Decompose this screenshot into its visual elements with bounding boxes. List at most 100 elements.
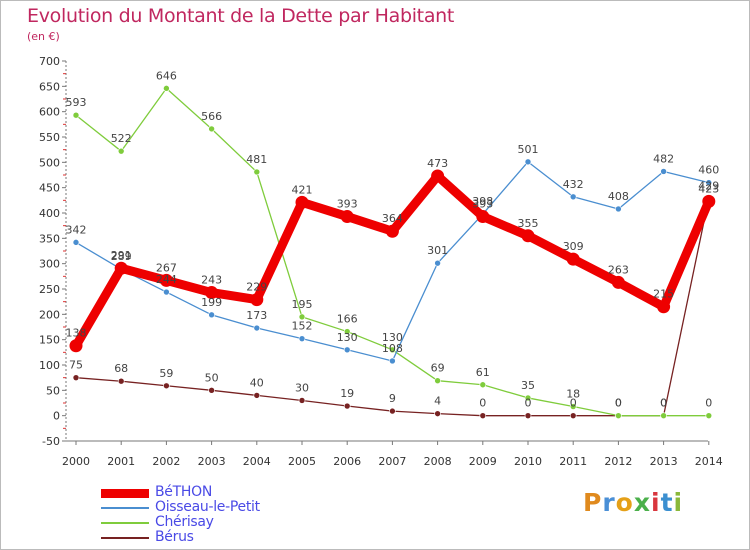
data-point — [343, 328, 351, 335]
y-tick-label: 400 — [39, 207, 60, 220]
data-label: 0 — [525, 397, 532, 410]
x-tick-label: 2003 — [198, 455, 226, 468]
legend-label: Bérus — [155, 529, 194, 545]
data-point — [521, 229, 535, 243]
data-point — [298, 335, 306, 342]
data-label: 35 — [521, 379, 535, 392]
data-point — [253, 392, 261, 399]
data-point — [205, 286, 219, 300]
data-label: 173 — [246, 309, 267, 322]
data-point — [163, 382, 170, 390]
data-label: 291 — [111, 249, 132, 262]
line-chart: -500501001502002503003504004505005506006… — [39, 55, 723, 468]
data-label: 566 — [201, 110, 222, 123]
data-label: 481 — [246, 153, 267, 166]
data-point — [389, 346, 396, 354]
data-label: 199 — [201, 296, 222, 309]
legend-item: Oisseau-le-Petit — [101, 499, 401, 515]
data-point — [566, 252, 580, 266]
data-point — [524, 158, 532, 166]
data-label: 408 — [608, 190, 629, 203]
data-label: 301 — [427, 244, 448, 257]
data-point — [389, 407, 396, 415]
data-label: 522 — [111, 132, 132, 145]
y-tick-label: 700 — [39, 55, 60, 68]
data-point — [434, 410, 441, 417]
data-point — [163, 288, 170, 296]
y-tick-label: 350 — [39, 232, 60, 245]
data-label: 18 — [566, 388, 580, 401]
data-label: 646 — [156, 69, 177, 82]
data-label: 398 — [472, 195, 493, 208]
data-label: 263 — [608, 263, 629, 276]
y-tick-label: 0 — [53, 410, 60, 423]
data-label: 40 — [250, 376, 264, 389]
data-label: 30 — [295, 381, 309, 394]
x-tick-label: 2011 — [559, 455, 587, 468]
data-point — [524, 394, 532, 402]
data-point — [660, 412, 667, 419]
data-point — [253, 168, 261, 176]
data-label: 130 — [382, 331, 403, 344]
y-tick-label: 250 — [39, 283, 60, 296]
data-point — [159, 273, 173, 287]
data-label: 482 — [653, 152, 674, 165]
data-label: 69 — [431, 362, 445, 375]
x-tick-label: 2007 — [378, 455, 406, 468]
data-point — [72, 239, 80, 246]
data-point — [431, 169, 445, 183]
data-point — [569, 403, 577, 410]
chart-subtitle: (en €) — [27, 30, 60, 43]
data-label: 166 — [337, 313, 358, 326]
data-label: 0 — [615, 397, 622, 410]
data-point — [611, 275, 625, 289]
legend-label: Oisseau-le-Petit — [155, 499, 260, 515]
data-point — [208, 387, 215, 394]
data-label: 19 — [340, 387, 354, 400]
data-point — [702, 194, 716, 208]
data-point — [615, 412, 622, 419]
data-label: 195 — [292, 298, 313, 311]
data-point — [114, 261, 128, 275]
x-tick-label: 2014 — [695, 455, 723, 468]
legend-label: Chérisay — [155, 514, 214, 530]
data-point — [69, 339, 83, 353]
data-label: 0 — [660, 397, 667, 410]
x-tick-label: 2006 — [333, 455, 361, 468]
data-labels-layer: 1382912672432294213933644733933553092632… — [66, 69, 720, 409]
data-label: 0 — [570, 397, 577, 410]
x-tick-label: 2001 — [107, 455, 135, 468]
x-tick-label: 2012 — [604, 455, 632, 468]
data-label: 243 — [201, 274, 222, 287]
x-tick-label: 2010 — [514, 455, 542, 468]
legend-swatch — [101, 522, 149, 524]
y-tick-label: 300 — [39, 258, 60, 271]
y-tick-label: 500 — [39, 156, 60, 169]
y-tick-label: 200 — [39, 308, 60, 321]
legend-swatch — [101, 537, 149, 539]
data-point — [524, 412, 532, 419]
data-label: 460 — [698, 164, 719, 177]
data-label: 355 — [518, 217, 539, 230]
legend-item: Chérisay — [101, 514, 401, 530]
data-label: 108 — [382, 342, 403, 355]
data-label: 4 — [434, 395, 441, 408]
data-label: 138 — [66, 327, 87, 340]
data-label: 289 — [111, 250, 132, 263]
x-tick-label: 2002 — [152, 455, 180, 468]
data-point — [72, 374, 80, 381]
data-point — [657, 300, 671, 314]
data-label: 501 — [518, 143, 539, 156]
legend-item: BéTHON — [101, 484, 401, 500]
data-label: 432 — [563, 178, 584, 191]
y-tick-label: 650 — [39, 80, 60, 93]
data-label: 429 — [698, 179, 719, 192]
y-tick-label: 450 — [39, 182, 60, 195]
data-label: 393 — [337, 198, 358, 211]
data-point — [705, 179, 713, 186]
data-point — [476, 210, 490, 224]
data-label: 68 — [114, 362, 128, 375]
data-point — [295, 195, 309, 209]
data-label: 0 — [615, 397, 622, 410]
